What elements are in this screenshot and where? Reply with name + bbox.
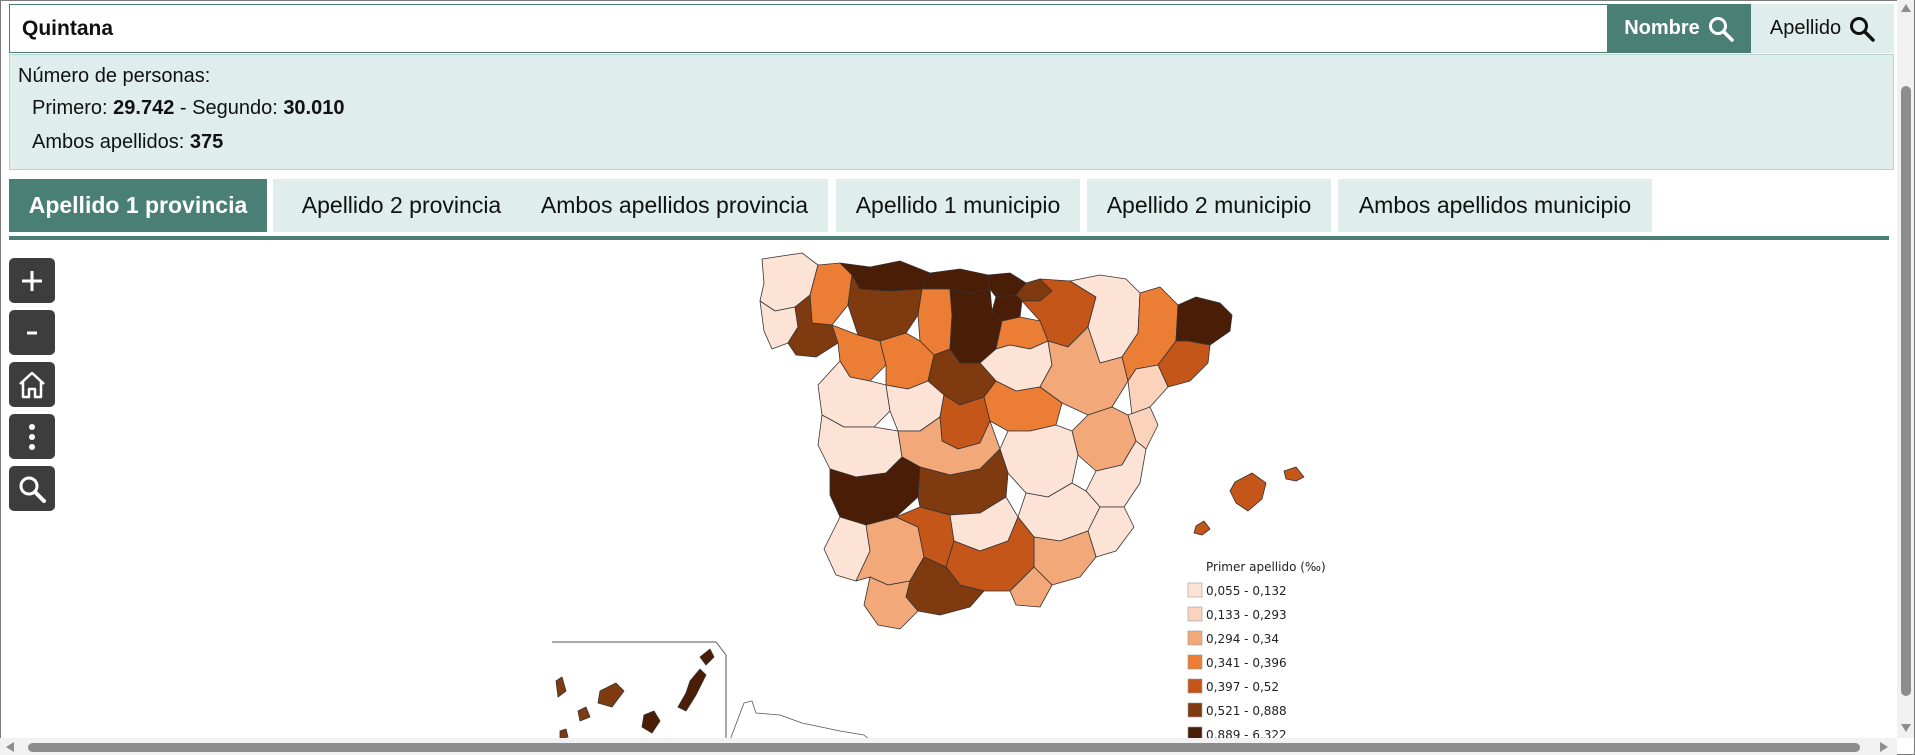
province-baleares-ibiza bbox=[1193, 520, 1211, 536]
province-girona bbox=[1175, 296, 1233, 346]
home-view-button[interactable] bbox=[9, 362, 55, 407]
zoom-out-button[interactable] bbox=[9, 310, 55, 355]
search-by-name-label: Nombre bbox=[1624, 17, 1700, 39]
province-las-palmas bbox=[641, 648, 715, 734]
legend-swatch bbox=[1187, 702, 1203, 718]
map-search-button[interactable] bbox=[9, 466, 55, 511]
legend-label: 0,521 - 0,888 bbox=[1206, 704, 1287, 718]
legend-swatch bbox=[1187, 606, 1203, 622]
first-surname-count: 29.742 bbox=[113, 97, 175, 119]
scroll-right-arrow-icon[interactable] bbox=[1880, 742, 1888, 752]
legend-swatch bbox=[1187, 726, 1203, 740]
legend-swatch bbox=[1187, 654, 1203, 670]
province-castellon bbox=[1127, 406, 1159, 450]
kebab-icon bbox=[29, 423, 35, 450]
search-by-surname-label: Apellido bbox=[1769, 17, 1842, 39]
province-leon bbox=[847, 274, 923, 342]
legend-label: 0,397 - 0,52 bbox=[1206, 680, 1279, 694]
province-baleares-menorca bbox=[1283, 466, 1305, 482]
second-surname-label: Segundo: bbox=[192, 97, 278, 119]
search-icon bbox=[19, 476, 46, 503]
legend-label: 0,889 - 6,322 bbox=[1206, 728, 1287, 740]
tab-ambos-apellidos-provincia[interactable]: Ambos apellidos provincia bbox=[521, 179, 828, 232]
surname-search-input[interactable] bbox=[9, 4, 1607, 53]
people-count-title: Número de personas: bbox=[18, 65, 211, 87]
province-zaragoza bbox=[1039, 326, 1129, 416]
scroll-up-arrow-icon[interactable] bbox=[1901, 4, 1911, 12]
horizontal-scrollbar-thumb[interactable] bbox=[28, 743, 1860, 752]
choropleth-map[interactable]: Primer apellido (‰) 0,055 - 0,132 0,133 -… bbox=[540, 245, 1370, 740]
vertical-scrollbar-thumb[interactable] bbox=[1901, 86, 1911, 696]
minus-icon bbox=[27, 331, 37, 334]
province-lugo bbox=[809, 262, 853, 326]
home-icon bbox=[19, 371, 45, 398]
province-ourense bbox=[787, 294, 839, 358]
tab-apellido-2-provincia[interactable]: Apellido 2 provincia bbox=[273, 179, 530, 232]
both-surnames-label: Ambos apellidos: bbox=[32, 131, 185, 153]
search-icon bbox=[1850, 16, 1875, 42]
search-by-surname-button[interactable]: Apellido bbox=[1751, 4, 1894, 53]
scroll-left-arrow-icon[interactable] bbox=[6, 742, 14, 752]
search-bar: Nombre Apellido bbox=[9, 4, 1894, 53]
map-legend: Primer apellido (‰) 0,055 - 0,132 0,133 -… bbox=[1187, 560, 1326, 740]
legend-label: 0,055 - 0,132 bbox=[1206, 584, 1287, 598]
both-surnames-count: 375 bbox=[189, 131, 224, 153]
zoom-in-button[interactable] bbox=[9, 258, 55, 303]
search-by-name-button[interactable]: Nombre bbox=[1607, 4, 1751, 53]
second-surname-count: 30.010 bbox=[283, 97, 345, 119]
search-icon bbox=[1708, 16, 1734, 42]
legend-swatch bbox=[1187, 630, 1203, 646]
province-santa-cruz-tenerife bbox=[555, 676, 625, 740]
plus-icon bbox=[22, 270, 42, 291]
province-cadiz bbox=[863, 576, 919, 630]
canary-islands-frame bbox=[552, 641, 727, 740]
tab-ambos-apellidos-municipio[interactable]: Ambos apellidos municipio bbox=[1338, 179, 1652, 232]
legend-label: 0,133 - 0,293 bbox=[1206, 608, 1287, 622]
province-salamanca bbox=[817, 360, 891, 428]
first-surname-label: Primero: bbox=[32, 97, 108, 119]
legend-swatch bbox=[1187, 678, 1203, 694]
tab-apellido-1-provincia[interactable]: Apellido 1 provincia bbox=[9, 179, 267, 232]
province-almeria bbox=[1009, 566, 1053, 608]
tab-apellido-1-municipio[interactable]: Apellido 1 municipio bbox=[836, 179, 1080, 232]
scroll-down-arrow-icon[interactable] bbox=[1901, 724, 1911, 732]
first-second-counts: Primero: 29.742 - Segundo: 30.010 bbox=[32, 97, 344, 120]
legend-swatch bbox=[1187, 582, 1203, 598]
more-options-button[interactable] bbox=[9, 414, 55, 459]
both-surnames-row: Ambos apellidos: 375 bbox=[32, 131, 223, 154]
legend-label: 0,341 - 0,396 bbox=[1206, 656, 1287, 670]
people-count-panel: Número de personas: Primero: 29.742 - Se… bbox=[9, 54, 1894, 170]
province-guadalajara bbox=[983, 380, 1063, 432]
legend-title: Primer apellido (‰) bbox=[1206, 560, 1326, 574]
separator: - bbox=[179, 97, 187, 119]
coastline-outline bbox=[729, 700, 871, 740]
tab-apellido-2-municipio[interactable]: Apellido 2 municipio bbox=[1087, 179, 1331, 232]
province-baleares-mallorca bbox=[1229, 472, 1267, 512]
legend-label: 0,294 - 0,34 bbox=[1206, 632, 1279, 646]
view-tabs: Apellido 1 provincia Apellido 2 provinci… bbox=[9, 179, 1889, 240]
